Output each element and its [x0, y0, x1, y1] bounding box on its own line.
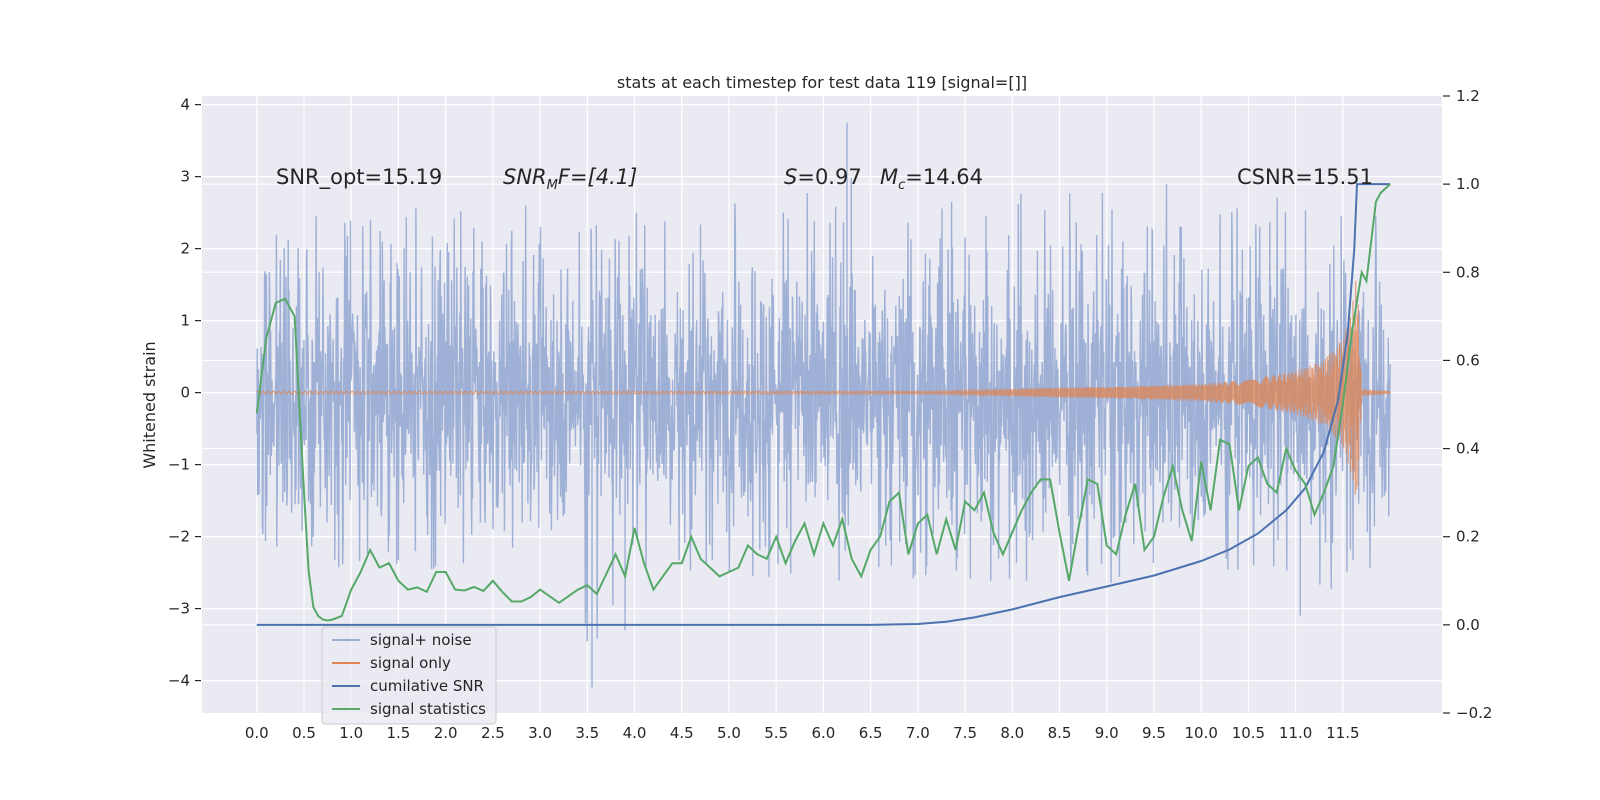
legend-box	[321, 626, 497, 725]
y2-tick-label: 0.0	[1456, 616, 1480, 634]
legend-label-noise: signal+ noise	[370, 631, 472, 649]
y2-tick-label: 0.2	[1456, 528, 1480, 546]
x-tick-label: 3.0	[528, 724, 552, 742]
x-tick-label: 4.5	[670, 724, 694, 742]
x-tick-label: 0.5	[292, 724, 316, 742]
x-tick-label: 11.5	[1326, 724, 1359, 742]
y-tick-label: 2	[180, 240, 190, 258]
y-tick-label: −2	[168, 528, 190, 546]
legend-label-signal: signal only	[370, 654, 451, 672]
y2-tick-label: 0.6	[1456, 351, 1480, 369]
x-tick-label: 2.0	[434, 724, 458, 742]
annotation-s: S=0.97	[784, 165, 862, 189]
annotation-s-value: =0.97	[797, 165, 861, 189]
annotation-snr-mf: SNRMF=[4.1]	[503, 165, 637, 193]
series-signal-only	[256, 280, 1391, 495]
x-tick-label: 2.5	[481, 724, 505, 742]
x-tick-label: 8.0	[1000, 724, 1024, 742]
x-tick-label: 7.0	[906, 724, 930, 742]
series-cumulative-snr	[256, 183, 1391, 626]
y-axis-label: Whitened strain	[140, 341, 159, 468]
y2-tick-label: 0.8	[1456, 263, 1480, 281]
legend-label-snr: cumilative SNR	[370, 677, 484, 695]
x-tick-label: 0.0	[245, 724, 269, 742]
annotation-mc-value: =14.64	[905, 165, 983, 189]
legend: signal+ noise signal only cumilative SNR…	[321, 626, 497, 725]
x-tick-label: 10.5	[1232, 724, 1265, 742]
annotation-snr-mf-label: SNR	[503, 165, 547, 189]
x-tick-label: 8.5	[1048, 724, 1072, 742]
annotation-mc-label: M	[880, 165, 898, 189]
annotation-snr-mf-value: F=[4.1]	[558, 165, 637, 189]
y-tick-label: 0	[180, 384, 190, 402]
y2-tick-label: 1.2	[1456, 87, 1480, 105]
legend-entry-signal: signal only	[332, 654, 451, 672]
annotation-snr-opt: SNR_opt=15.19	[276, 165, 442, 190]
legend-entry-stat: signal statistics	[332, 700, 486, 718]
series-signal-statistics	[255, 183, 1391, 622]
y-tick-label: 3	[180, 168, 190, 186]
x-tick-label: 6.0	[811, 724, 835, 742]
y2-tick-label: 1.0	[1456, 175, 1480, 193]
axes: 0.0 0.5 1.0 1.5 2.0 2.5 3.0 3.5 4.0 4.5 5.0 5.5 6.0 6…	[168, 87, 1493, 742]
y-tick-label: −1	[168, 456, 190, 474]
annotation-mc: Mc=14.64	[880, 165, 983, 193]
x-tick-label: 4.0	[623, 724, 647, 742]
y-tick-label: 4	[180, 96, 190, 114]
x-tick-label: 9.5	[1142, 724, 1166, 742]
legend-entry-snr: cumilative SNR	[332, 677, 484, 695]
y2-tick-label: −0.2	[1456, 704, 1492, 722]
x-tick-label: 5.0	[717, 724, 741, 742]
x-tick-label: 10.0	[1184, 724, 1217, 742]
series-signal-noise	[256, 122, 1391, 688]
y-tick-label: −3	[168, 600, 190, 618]
x-tick-label: 5.5	[764, 724, 788, 742]
y2-tick-label: 0.4	[1456, 440, 1480, 458]
x-tick-label: 1.0	[339, 724, 363, 742]
x-tick-label: 9.0	[1095, 724, 1119, 742]
x-tick-label: 3.5	[575, 724, 599, 742]
series-layer	[255, 122, 1391, 688]
x-tick-label: 7.5	[953, 724, 977, 742]
annotation-s-label: S	[784, 165, 797, 189]
annotation-snr-mf-sub: M	[547, 178, 558, 193]
x-tick-label: 6.5	[859, 724, 883, 742]
x-tick-label: 1.5	[387, 724, 411, 742]
x-tick-label: 11.0	[1279, 724, 1312, 742]
chart-title: stats at each timestep for test data 119…	[617, 73, 1027, 92]
legend-label-stat: signal statistics	[370, 700, 486, 718]
y-tick-label: −4	[168, 672, 190, 690]
legend-entry-noise: signal+ noise	[332, 631, 472, 649]
annotation-mc-sub: c	[898, 178, 905, 193]
y-tick-label: 1	[180, 312, 190, 330]
annotation-csnr: CSNR=15.51	[1237, 165, 1373, 189]
